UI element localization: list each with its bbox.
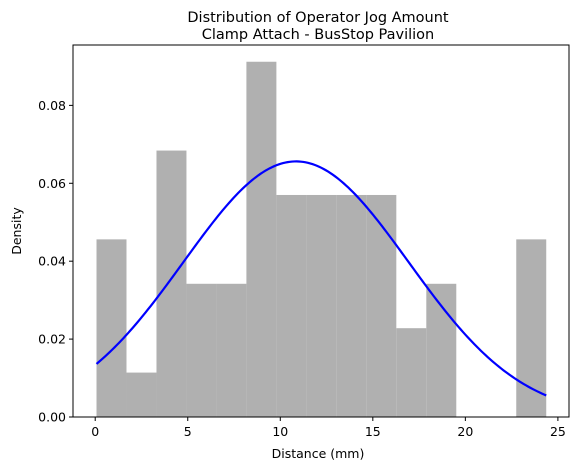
y-tick-label: 0.08 bbox=[38, 98, 66, 113]
x-tick-label: 10 bbox=[272, 424, 288, 439]
histogram-bar bbox=[306, 194, 337, 417]
y-tick-label: 0.04 bbox=[38, 254, 66, 269]
histogram-bar bbox=[426, 283, 457, 417]
histogram-bar bbox=[216, 283, 247, 417]
y-tick-label: 0.00 bbox=[38, 410, 66, 425]
histogram-bar bbox=[276, 194, 307, 417]
histogram-bars bbox=[96, 61, 547, 417]
x-tick-label: 20 bbox=[457, 424, 473, 439]
x-axis-label: Distance (mm) bbox=[272, 446, 365, 461]
x-tick-label: 0 bbox=[91, 424, 99, 439]
normal-fit-curve bbox=[95, 160, 547, 397]
histogram-bar bbox=[396, 328, 427, 417]
y-tick-label: 0.02 bbox=[38, 332, 66, 347]
histogram-bar bbox=[516, 239, 547, 417]
histogram-bar bbox=[336, 194, 367, 417]
x-tick-label: 15 bbox=[365, 424, 381, 439]
histogram-bar bbox=[246, 61, 277, 417]
histogram-bar bbox=[126, 372, 157, 417]
x-tick-label: 5 bbox=[184, 424, 192, 439]
x-tick-label: 25 bbox=[550, 424, 566, 439]
y-axis-ticks: 0.00 0.02 0.04 0.06 0.08 bbox=[38, 98, 73, 425]
y-axis-label: Density bbox=[9, 207, 24, 255]
histogram-bar bbox=[366, 194, 397, 417]
histogram-bar bbox=[186, 283, 217, 417]
histogram-bar bbox=[96, 239, 127, 417]
y-tick-label: 0.06 bbox=[38, 176, 66, 191]
fit-curve-layer bbox=[95, 160, 547, 397]
chart-title-line-2: Clamp Attach - BusStop Pavilion bbox=[202, 27, 434, 43]
x-axis-ticks: 0 5 10 15 20 25 bbox=[91, 417, 566, 439]
plot-frame bbox=[72, 44, 570, 418]
chart-title-line-1: Distribution of Operator Jog Amount bbox=[187, 10, 449, 26]
histogram-bar bbox=[156, 150, 187, 417]
